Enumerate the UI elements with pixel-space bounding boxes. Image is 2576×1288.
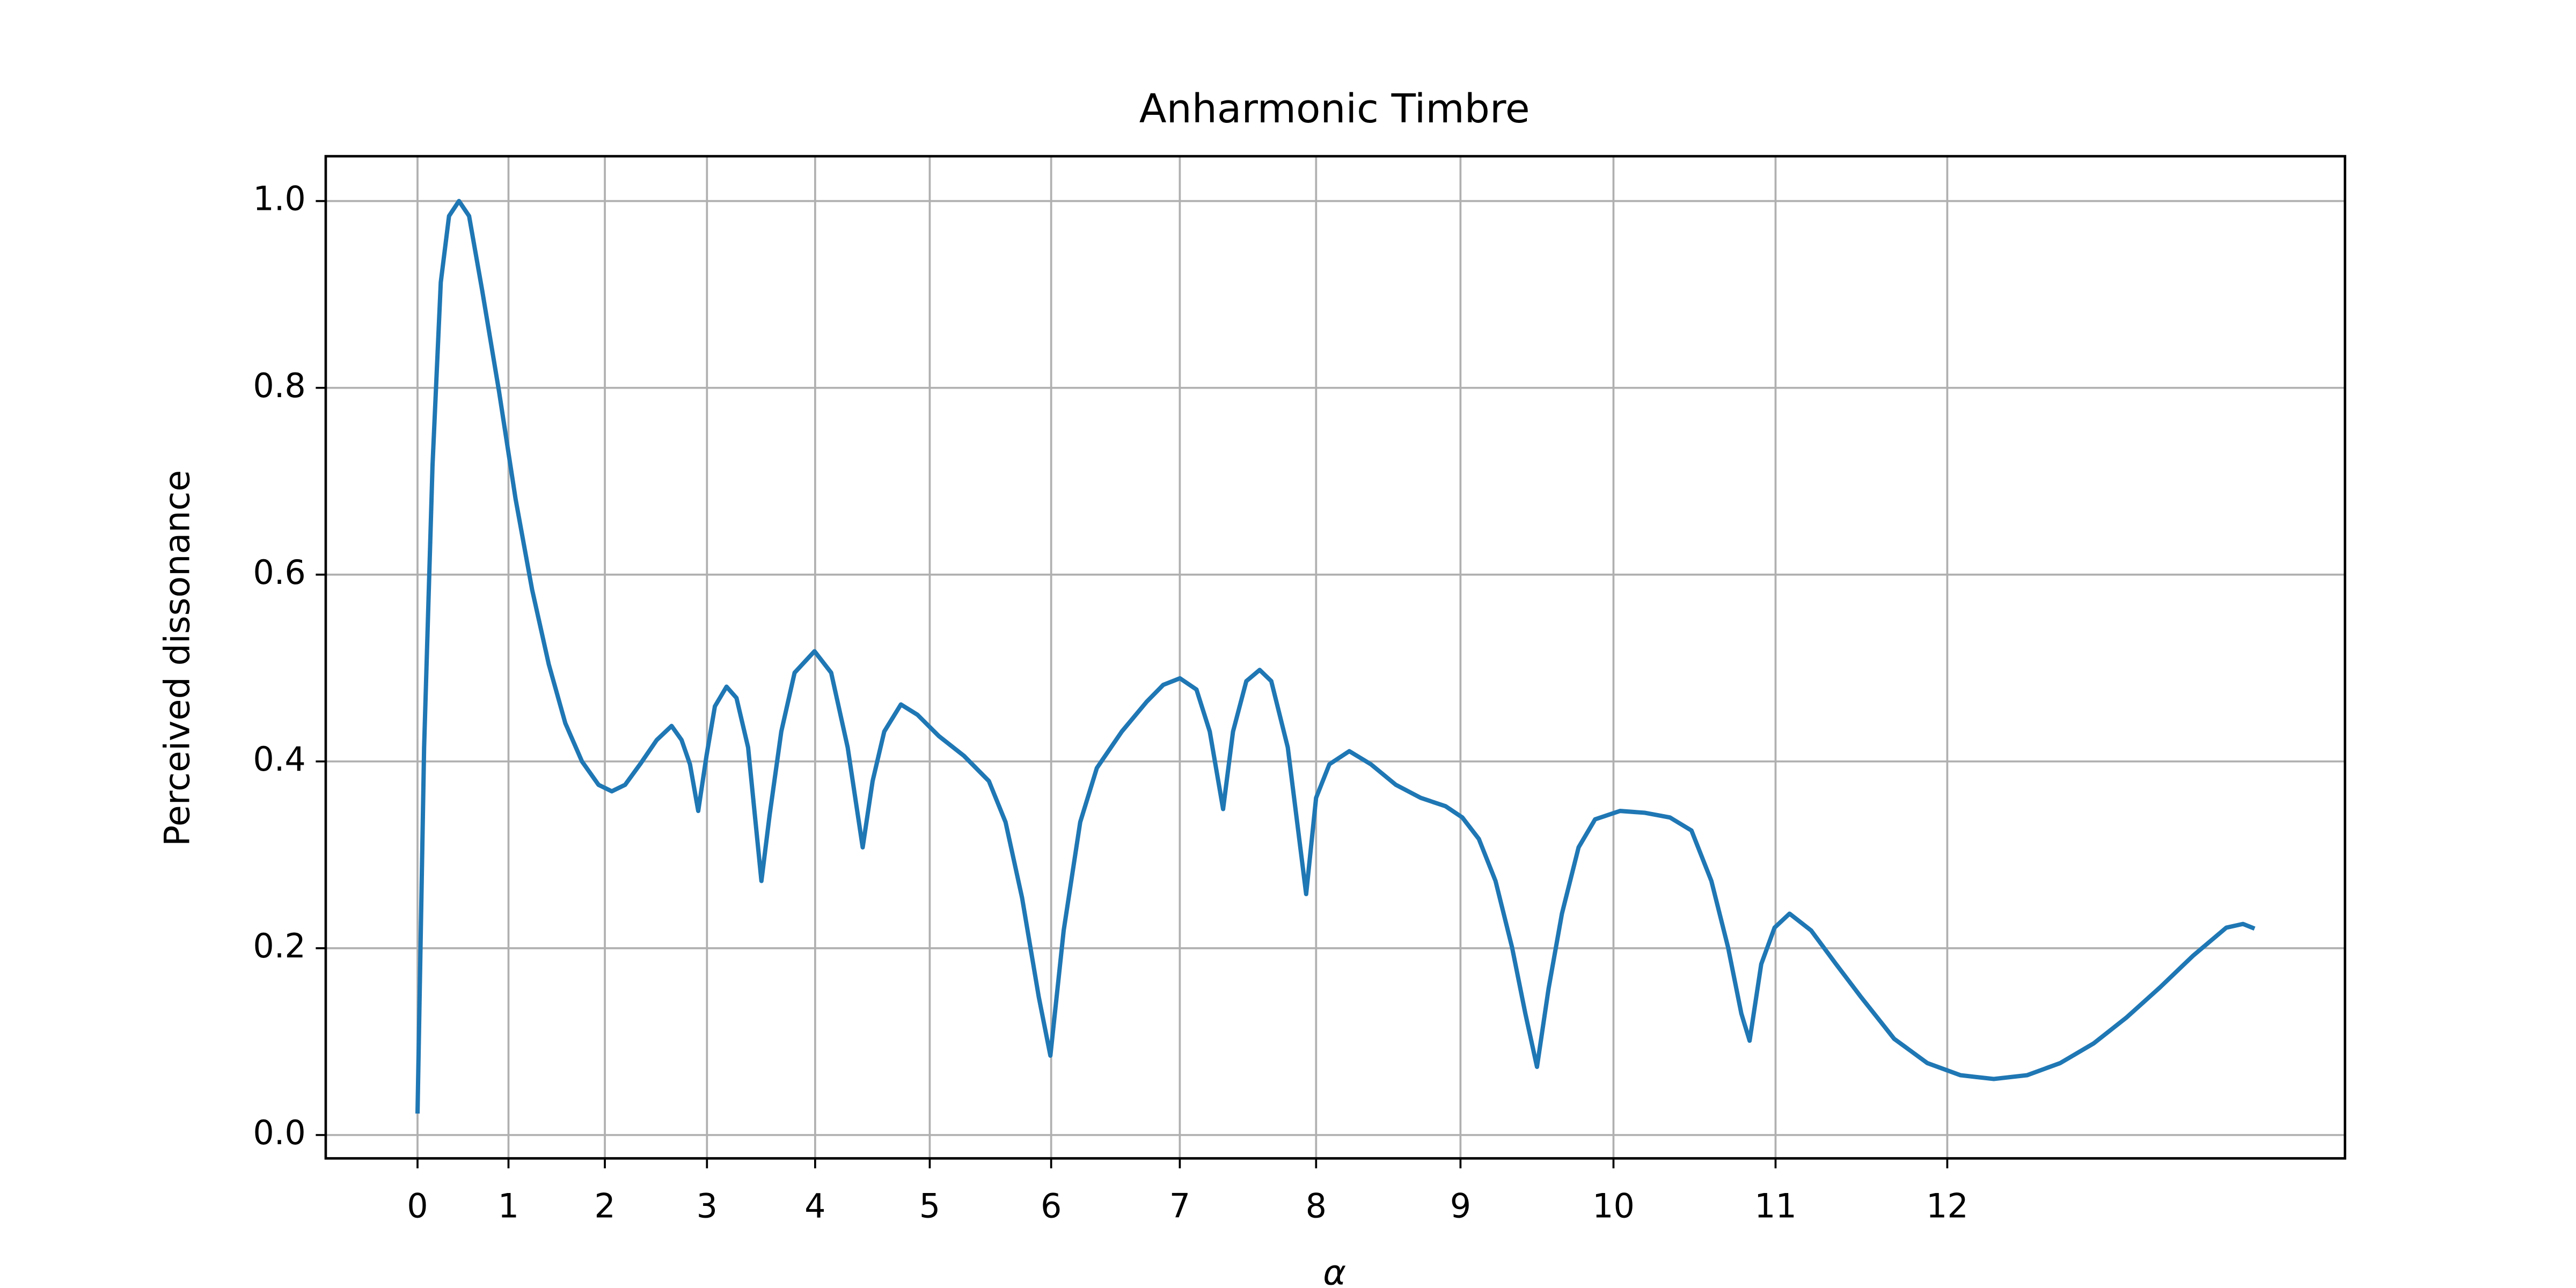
data-line — [415, 199, 2256, 1114]
y-tick-label: 0.2 — [253, 927, 305, 965]
plot-area — [415, 199, 2256, 1114]
x-tick-label: 3 — [697, 1187, 718, 1225]
y-tick-label: 0.8 — [253, 367, 305, 405]
x-tick-label: 0 — [407, 1187, 428, 1225]
x-tick-label: 12 — [1926, 1187, 1968, 1225]
x-tick-label: 10 — [1592, 1187, 1635, 1225]
x-tick-label: 11 — [1754, 1187, 1797, 1225]
x-tick-label: 1 — [498, 1187, 519, 1225]
x-axis-label: α — [1323, 1253, 1346, 1288]
y-tick-label: 0.4 — [253, 740, 305, 779]
y-tick-label: 0.6 — [253, 553, 305, 592]
x-tick-label: 6 — [1041, 1187, 1062, 1225]
x-tick-label: 2 — [594, 1187, 615, 1225]
y-tick-label: 0.0 — [253, 1114, 305, 1152]
grid — [325, 156, 2345, 1159]
y-tick-label: 1.0 — [253, 180, 305, 218]
x-tick-label: 4 — [804, 1187, 825, 1225]
axes-frame — [324, 155, 2346, 1160]
x-tick-label: 5 — [919, 1187, 940, 1225]
x-tick-label: 7 — [1169, 1187, 1190, 1225]
x-tick-label: 8 — [1306, 1187, 1327, 1225]
chart-title: Anharmonic Timbre — [1139, 85, 1530, 132]
x-tick-label: 9 — [1450, 1187, 1471, 1225]
y-axis-label: Perceived dissonance — [158, 470, 198, 846]
